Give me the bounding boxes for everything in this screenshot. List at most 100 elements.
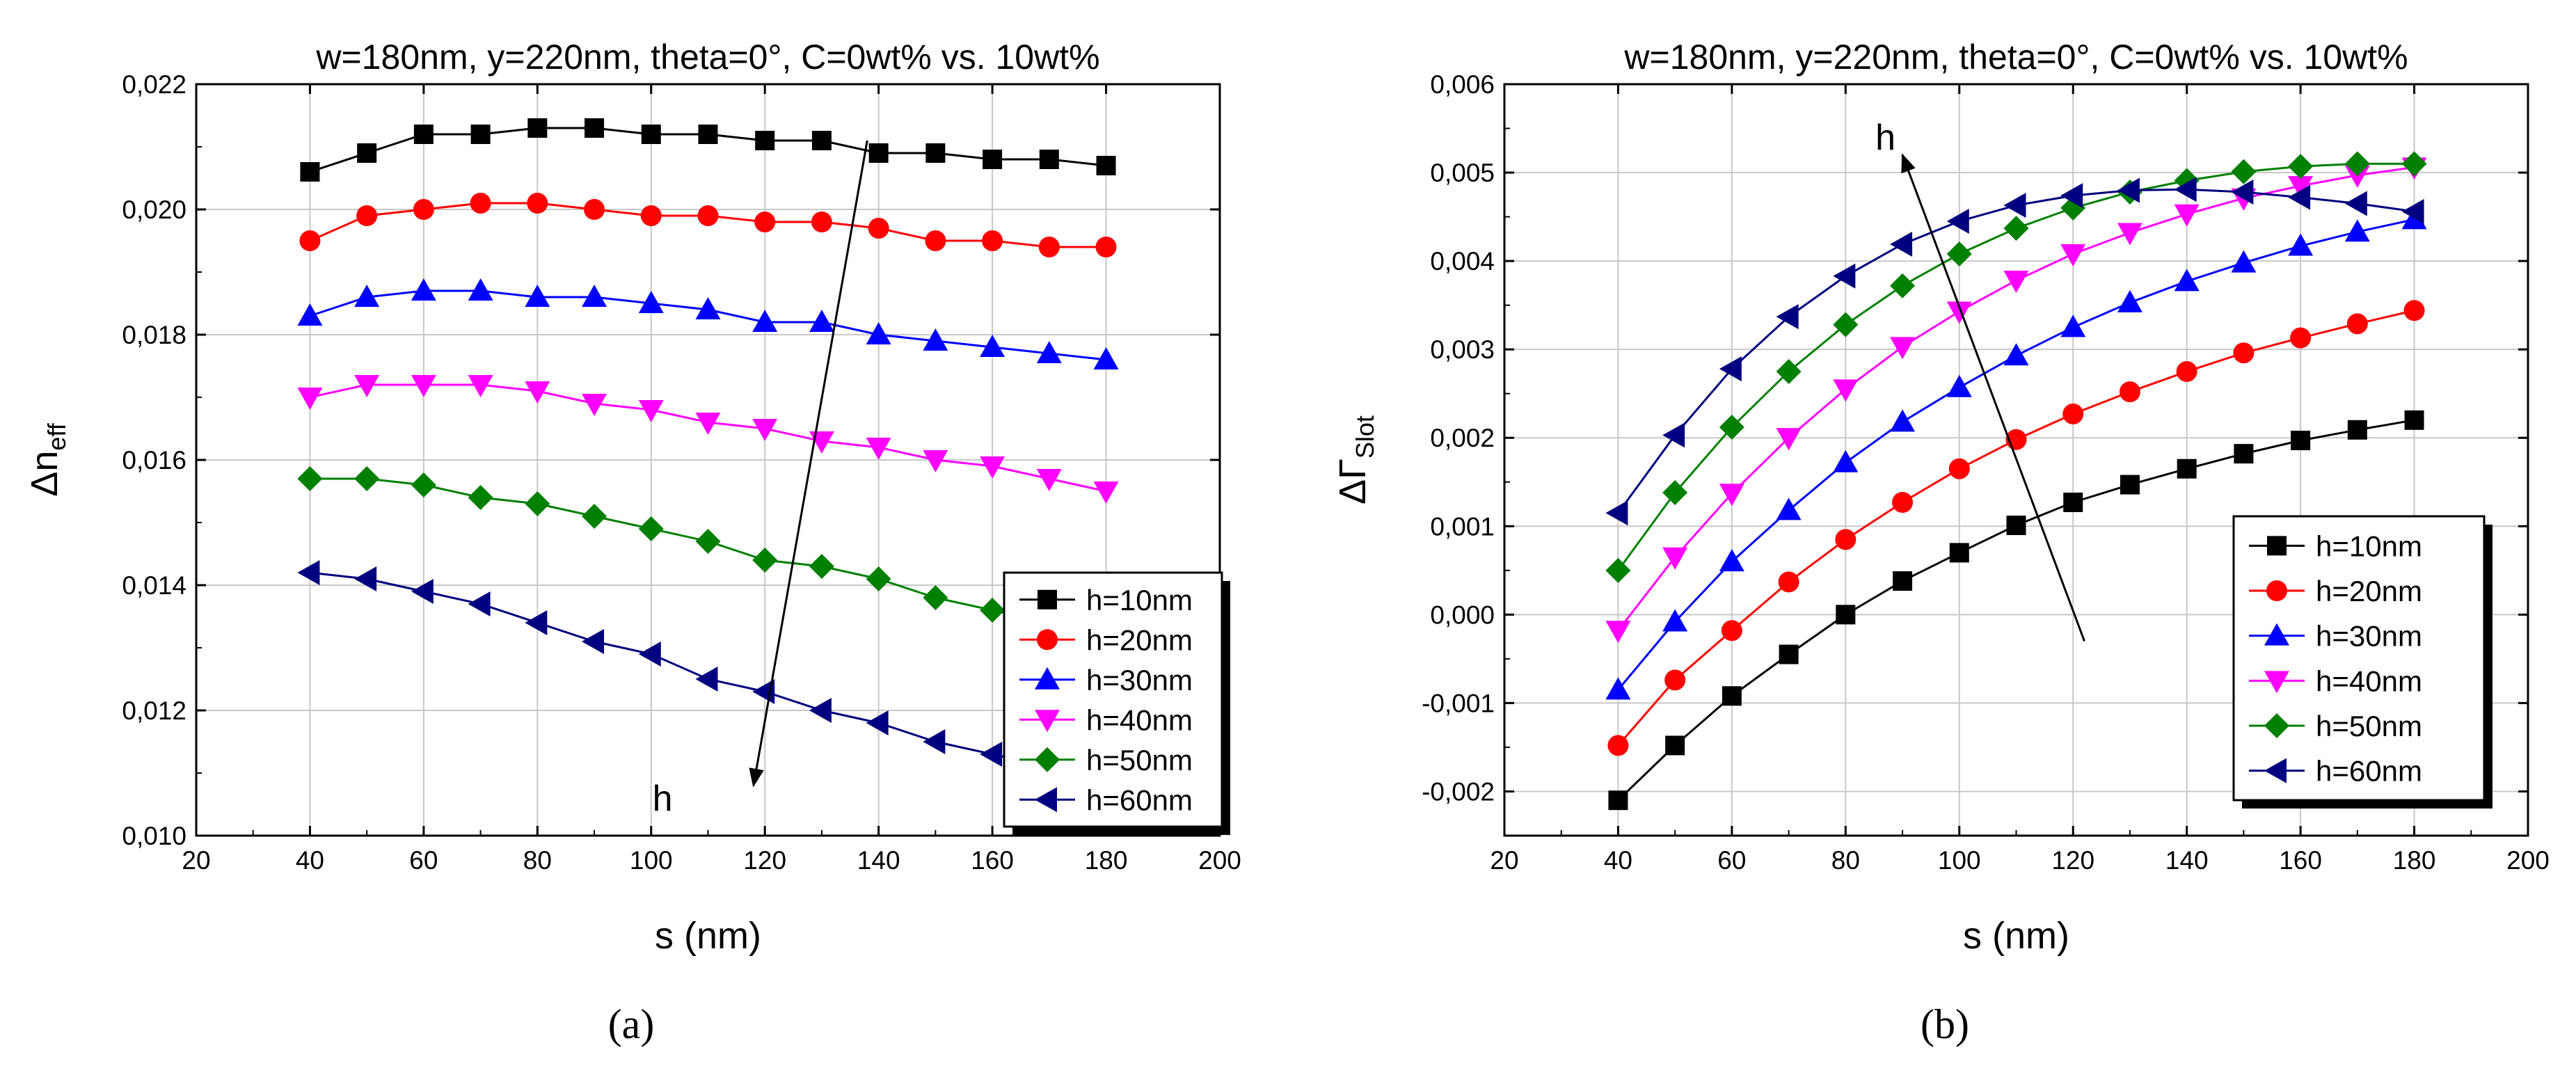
- data-point: [752, 419, 778, 441]
- legend-label: h=40nm: [1086, 703, 1193, 736]
- legend-label: h=50nm: [1086, 744, 1193, 777]
- x-tick-label: 80: [523, 846, 552, 875]
- data-point: [1835, 529, 1857, 550]
- data-point: [468, 278, 493, 301]
- data-point: [354, 466, 380, 491]
- series-h=20nm: [1607, 300, 2425, 756]
- data-point: [2401, 151, 2427, 177]
- data-point: [638, 642, 661, 667]
- data-point: [2347, 420, 2367, 440]
- data-point: [527, 118, 548, 138]
- data-point: [1095, 237, 1117, 257]
- legend-marker: [2264, 758, 2287, 783]
- data-point: [582, 629, 605, 654]
- legend-b: h=10nm h=20nm h=30nm h=40nm h=50nm h=60nm: [2232, 515, 2492, 809]
- data-point: [582, 394, 607, 416]
- legend-label: h=30nm: [1086, 664, 1193, 696]
- x-tick-label: 100: [1938, 846, 1981, 875]
- legend-marker: [2264, 713, 2289, 738]
- x-tick-label: 40: [1604, 846, 1632, 875]
- y-axis-label-b: ΔΓSlot: [1332, 415, 1379, 504]
- data-point: [2060, 314, 2086, 337]
- data-point: [1893, 571, 1913, 591]
- legend-item: h=20nm: [1019, 623, 1193, 656]
- h-direction-arrow-a: [749, 140, 868, 788]
- legend-item: h=50nm: [1019, 744, 1193, 777]
- data-point: [2288, 176, 2314, 199]
- data-point: [1039, 150, 1059, 169]
- legend-item: h=40nm: [2249, 664, 2422, 697]
- data-point: [2288, 184, 2311, 210]
- data-point: [866, 322, 891, 344]
- data-point: [980, 598, 1005, 623]
- data-point: [1036, 341, 1062, 363]
- data-point: [357, 143, 377, 163]
- data-point: [2062, 403, 2084, 424]
- data-point: [411, 375, 436, 397]
- data-point: [2404, 410, 2424, 430]
- legend-item: h=60nm: [1019, 783, 1193, 816]
- data-point: [697, 205, 719, 226]
- data-point: [1608, 790, 1628, 811]
- data-point: [2344, 151, 2370, 177]
- data-point: [297, 303, 323, 326]
- data-point: [980, 456, 1005, 479]
- data-point: [297, 466, 323, 491]
- data-point: [1892, 491, 1914, 513]
- x-axis-label-b: s (nm): [1963, 915, 2069, 957]
- data-point: [1719, 549, 1744, 572]
- data-point: [2291, 431, 2311, 451]
- series-h=40nm: [297, 375, 1119, 504]
- legend-box: [1003, 571, 1223, 828]
- legend-label: h=20nm: [1086, 623, 1193, 656]
- data-point: [525, 285, 550, 307]
- legend-marker: [1037, 629, 1058, 651]
- data-point: [1096, 156, 1116, 175]
- data-point: [299, 230, 321, 251]
- y-tick-label: 0,006: [1430, 70, 1495, 99]
- data-point: [1607, 735, 1629, 756]
- data-point: [638, 291, 664, 313]
- chart-panel-b: 20 40 60 80 100 120 140 160 180 200 -0,002 -0,001 0,…: [1332, 38, 2550, 1047]
- data-point: [2403, 300, 2425, 321]
- data-point: [470, 125, 491, 144]
- data-point: [1605, 500, 1628, 526]
- data-point: [2344, 219, 2370, 242]
- x-tick-label: 80: [1831, 846, 1860, 875]
- data-point: [1662, 422, 1685, 448]
- data-point: [1890, 409, 1916, 432]
- data-point: [1662, 547, 1688, 570]
- series-h=10nm: [1608, 410, 2424, 811]
- legend-item: h=60nm: [2249, 755, 2422, 788]
- chart-title-a: w=180nm, y=220nm, theta=0°, C=0wt% vs. 1…: [315, 38, 1099, 77]
- x-tick-label: 180: [1085, 846, 1128, 875]
- data-point: [2003, 216, 2029, 241]
- legend-label: h=10nm: [1086, 584, 1193, 616]
- legend-marker: [1035, 667, 1060, 690]
- data-point: [638, 516, 664, 541]
- x-tick-label: 100: [630, 846, 673, 875]
- y-tick-label: 0,010: [122, 822, 186, 850]
- data-point: [754, 212, 776, 232]
- data-point: [2117, 289, 2142, 312]
- data-point: [695, 413, 721, 435]
- data-point: [411, 278, 436, 301]
- data-point: [2060, 183, 2083, 209]
- y-tick-label: -0,002: [1422, 777, 1495, 806]
- data-point: [2288, 233, 2314, 256]
- x-tick-label: 60: [409, 846, 438, 875]
- panel-label-a: (a): [608, 1001, 655, 1047]
- legend-label: h=60nm: [2316, 755, 2422, 788]
- x-tick-label: 140: [2165, 846, 2209, 875]
- data-point: [1776, 358, 1802, 384]
- x-tick-label: 140: [857, 846, 900, 875]
- data-point: [2231, 180, 2254, 205]
- data-point: [1949, 543, 1969, 563]
- legend-item: h=30nm: [2249, 620, 2422, 653]
- data-point: [1833, 449, 1859, 472]
- x-tick-label: 20: [182, 846, 210, 875]
- data-point: [2120, 475, 2140, 495]
- h-direction-arrow-b: [1901, 153, 2085, 642]
- series-h=50nm: [297, 466, 1119, 648]
